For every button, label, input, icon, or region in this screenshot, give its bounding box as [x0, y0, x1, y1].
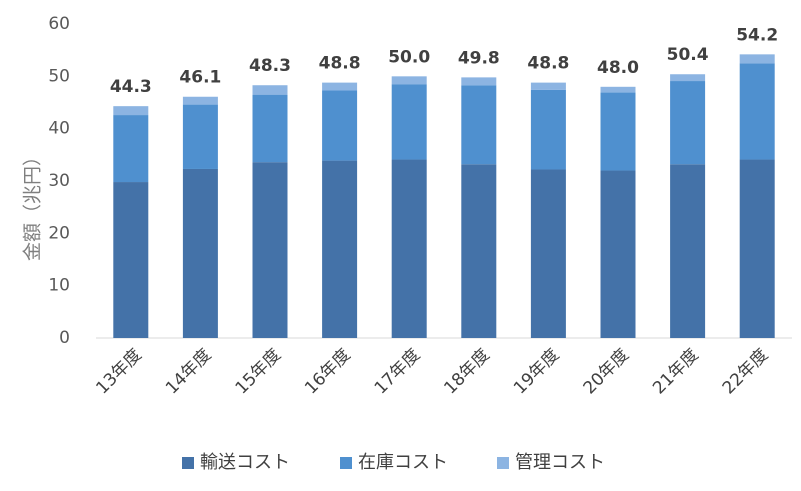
total-value-label: 54.2	[736, 25, 778, 45]
bar-segment-series-0	[600, 170, 636, 338]
y-tick-label: 30	[48, 171, 70, 191]
x-category-label: 14年度	[162, 345, 215, 398]
x-category-label: 22年度	[719, 345, 772, 398]
bar-segment-series-1	[530, 89, 566, 170]
bar-segment-series-0	[461, 164, 497, 338]
bar-segment-series-2	[322, 82, 358, 91]
x-category-label: 18年度	[440, 345, 493, 398]
bar-segment-series-0	[252, 162, 288, 338]
bar-segment-series-0	[670, 164, 706, 338]
total-value-label: 46.1	[179, 68, 221, 88]
total-value-label: 50.0	[388, 47, 430, 67]
bar-segment-series-1	[600, 92, 636, 171]
bar-segment-series-1	[461, 85, 497, 165]
total-value-label: 50.4	[667, 45, 709, 65]
bar-segment-series-1	[252, 94, 288, 163]
y-tick-label: 60	[48, 14, 70, 34]
total-value-label: 49.8	[458, 48, 500, 68]
total-value-label: 48.3	[249, 56, 291, 76]
y-tick-label: 10	[48, 276, 70, 296]
x-category-label: 20年度	[580, 345, 633, 398]
bar-segment-series-2	[391, 76, 427, 85]
bar-segment-series-1	[182, 104, 218, 169]
bar-segment-series-1	[670, 81, 706, 165]
x-category-label: 19年度	[510, 345, 563, 398]
bar-segment-series-0	[530, 169, 566, 338]
category-labels-group: 13年度 14年度 15年度 16年度 17年度 18年度 19年度 20年度 21年度 22年度	[92, 345, 772, 398]
bar-segment-series-2	[739, 54, 775, 64]
y-axis-ticks: 0 10 20 30 40 50 60	[48, 14, 70, 348]
y-tick-label: 0	[59, 328, 70, 348]
bar-segment-series-1	[739, 63, 775, 160]
bar-segment-series-0	[391, 159, 427, 338]
bar-segment-series-2	[252, 85, 288, 95]
legend-swatch	[340, 457, 352, 469]
bar-segment-series-2	[182, 96, 218, 105]
y-tick-label: 50	[48, 66, 70, 86]
x-category-label: 15年度	[232, 345, 285, 398]
total-value-label: 48.0	[597, 58, 639, 78]
legend-label: 在庫コスト	[358, 452, 448, 473]
bar-segment-series-0	[322, 160, 358, 338]
total-value-label: 48.8	[527, 54, 569, 74]
legend-label: 管理コスト	[515, 452, 605, 473]
bar-segment-series-1	[391, 84, 427, 160]
legend: 輸送コスト 在庫コスト 管理コスト	[182, 452, 605, 473]
x-category-label: 16年度	[301, 345, 354, 398]
bar-segment-series-0	[113, 182, 149, 338]
legend-label: 輸送コスト	[200, 452, 290, 473]
bar-segment-series-1	[322, 90, 358, 161]
x-category-label: 13年度	[92, 345, 145, 398]
bar-segment-series-2	[530, 82, 566, 90]
y-axis-title: 金額（兆円）	[22, 147, 44, 261]
y-tick-label: 20	[48, 223, 70, 243]
total-value-label: 48.8	[319, 54, 361, 74]
bar-segment-series-0	[739, 159, 775, 338]
total-labels-group: 44.3 46.1 48.3 48.8 50.0 49.8 48.8 48.0 50.4 54.2	[110, 25, 778, 97]
legend-swatch	[497, 457, 509, 469]
x-category-label: 21年度	[649, 345, 702, 398]
x-category-label: 17年度	[371, 345, 424, 398]
bar-segment-series-0	[182, 168, 218, 338]
bar-segment-series-2	[461, 77, 497, 86]
legend-swatch	[182, 457, 194, 469]
bar-segment-series-2	[600, 86, 636, 93]
y-tick-label: 40	[48, 119, 70, 139]
total-value-label: 44.3	[110, 77, 152, 97]
bar-segment-series-2	[670, 74, 706, 82]
bar-segment-series-2	[113, 106, 149, 116]
bars-group	[113, 54, 775, 338]
bar-segment-series-1	[113, 115, 149, 183]
